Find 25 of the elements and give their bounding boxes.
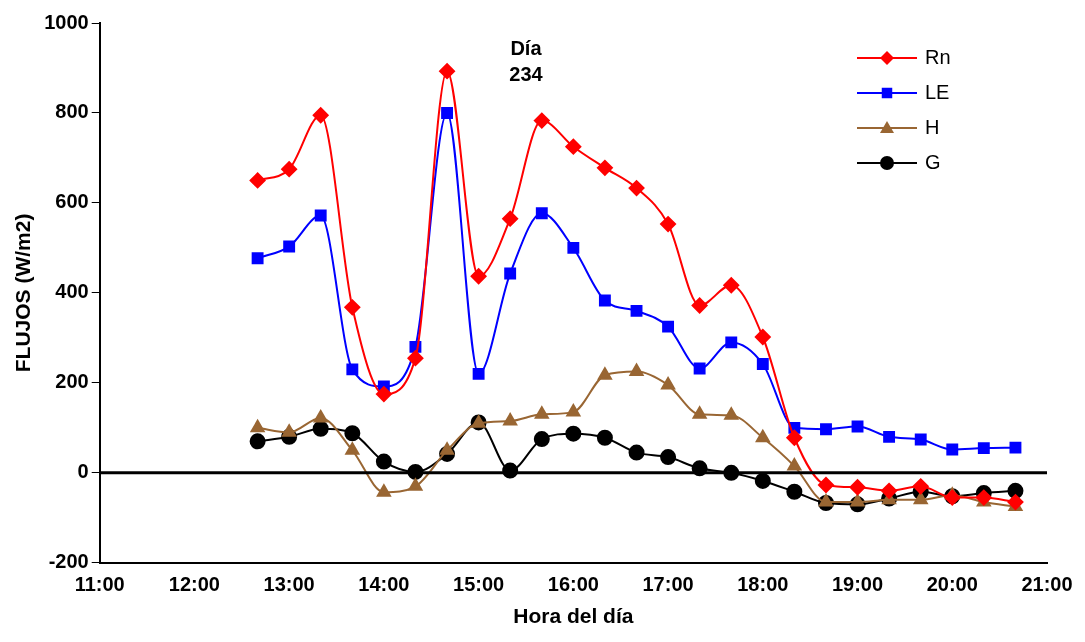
y-axis-title: FLUJOS (W/m2) [11, 213, 35, 373]
y-tick-label: 0 [77, 460, 89, 483]
annotation: Día 234 [509, 37, 544, 85]
x-tick-label: 13:00 [263, 573, 315, 596]
legend-label: H [925, 115, 940, 138]
legend-label: LE [925, 80, 950, 103]
y-tick-label: 400 [55, 280, 89, 303]
legend-label: Rn [925, 45, 951, 68]
legend-label: G [925, 150, 941, 173]
x-axis-title: Hora del día [513, 604, 634, 628]
y-tick-label: 600 [55, 190, 89, 213]
x-tick-label: 16:00 [547, 573, 599, 596]
x-tick-label: 20:00 [926, 573, 978, 596]
x-tick-label: 12:00 [168, 573, 220, 596]
x-tick-label: 17:00 [642, 573, 694, 596]
x-tick-label: 14:00 [358, 573, 410, 596]
x-tick-label: 19:00 [831, 573, 884, 596]
x-tick-label: 11:00 [74, 573, 125, 596]
x-tick-label: 21:00 [1021, 573, 1073, 596]
y-tick-label: 1000 [44, 10, 89, 33]
y-tick-label: 200 [55, 370, 89, 393]
x-tick-label: 18:00 [737, 573, 789, 596]
y-tick-label: 800 [55, 100, 89, 123]
x-tick-label: 15:00 [453, 573, 505, 596]
y-tick-label: -200 [48, 550, 89, 573]
